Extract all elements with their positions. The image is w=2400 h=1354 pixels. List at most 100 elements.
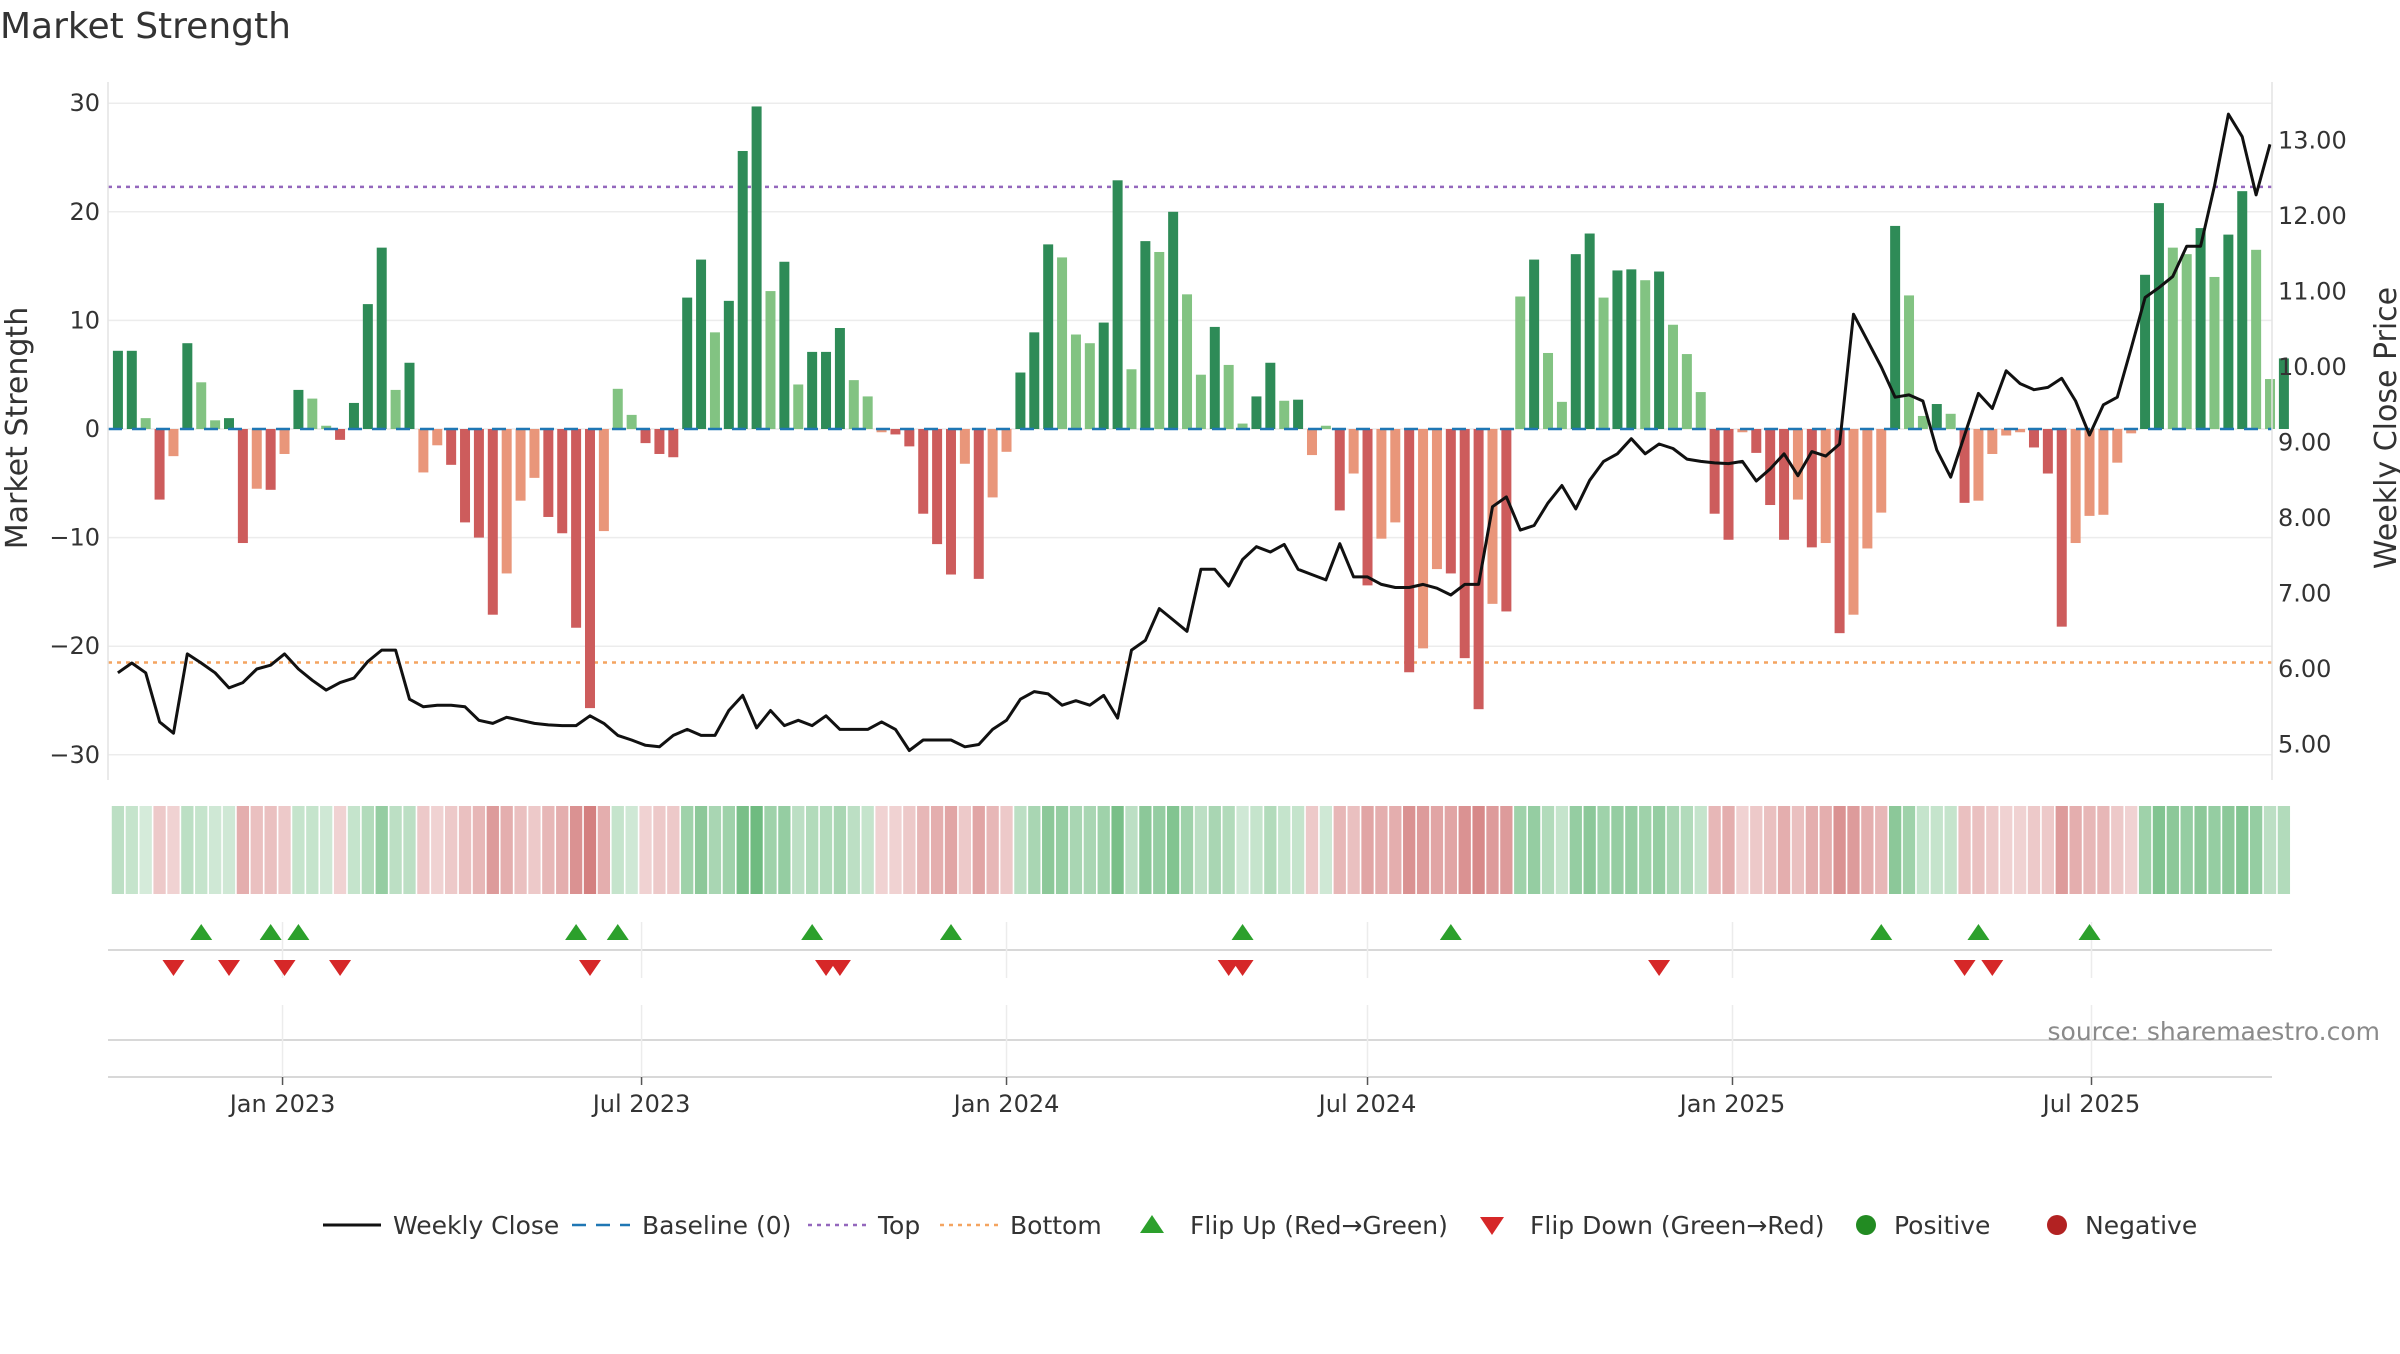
strength-bar [932,429,943,545]
strength-bar [1223,364,1234,429]
strength-bar [487,429,498,615]
strength-bar [1501,429,1512,612]
x-tick-label: Jan 2024 [952,1090,1060,1118]
strip-cell [1541,806,1555,894]
strength-bar [1348,429,1359,474]
strip-cell [1736,806,1749,894]
legend-entry: Bottom [940,1211,1102,1240]
strength-bar [1473,429,1484,710]
strength-bar [945,429,956,575]
strip-cell [111,806,125,894]
strip-cell [1236,806,1249,894]
strip-cell [2013,806,2027,894]
strip-cell [1902,806,1916,894]
x-tick-label: Jul 2025 [2041,1090,2141,1118]
strip-cell [2166,806,2179,894]
strength-bar [1917,415,1928,429]
strip-cell [653,806,666,894]
strength-bar [834,328,845,429]
strip-cell [1208,806,1221,894]
strip-cell [445,806,458,894]
strip-cell [792,806,805,894]
strip-cell [972,806,985,894]
strength-bar [404,362,415,429]
strength-bar [1626,269,1637,429]
strength-bar [987,429,998,498]
y-tick-label: −30 [49,741,100,769]
strength-bar [1737,429,1748,433]
strength-bar [793,384,804,429]
strength-bar [682,297,693,429]
strip-cell [1694,806,1707,894]
strength-bar [709,332,720,429]
strip-cell [333,806,347,894]
strength-bar [557,429,568,534]
strip-cell [500,806,513,894]
strip-cell [1389,806,1402,894]
strip-cell [1403,806,1416,894]
strip-cell [1722,806,1735,894]
strength-bar [1529,259,1540,429]
strength-bar [1251,396,1262,429]
strip-cell [1375,806,1388,894]
strip-cell [1250,806,1263,894]
strength-bar [1168,211,1179,429]
y-tick-label: 0 [85,415,100,443]
strip-cell [583,806,597,894]
flip-down-marker [162,960,185,976]
strip-cell [458,806,472,894]
strip-cell [625,806,638,894]
strip-cell [1611,806,1624,894]
chart-title: Market Strength [0,6,291,47]
strength-bar [1320,425,1331,429]
strength-bar [1001,429,1012,452]
axis-layer: −30 −20 −10 0 10 20 30 5.00 6.00 7.00 8.00 9.00 10.0… [49,82,2347,780]
strip-cell [1764,806,1777,894]
strip-cell [736,806,749,894]
strip-cell [2277,806,2291,894]
y2-tick-label: 9.00 [2278,429,2331,457]
strip-cell [1458,806,1471,894]
strip-cell [944,806,958,894]
flip-up-marker [1439,924,1462,940]
y2-tick-label: 6.00 [2278,655,2331,683]
strength-bar [182,343,193,429]
strength-bar [2167,247,2178,429]
y-tick-label: 20 [69,198,100,226]
strength-bar [515,429,526,501]
strength-bar [571,429,582,628]
strip-cell [1472,806,1485,894]
strip-cell [278,806,291,894]
strip-cell [1486,806,1499,894]
strength-bar [1515,296,1526,429]
strip-cell [208,806,222,894]
strip-cell [1708,806,1721,894]
strength-bar [876,429,887,433]
strip-cell [375,806,388,894]
strength-bar [1404,429,1415,673]
strength-bar [1112,180,1123,429]
strength-bar [904,429,915,447]
strength-bar [362,304,373,429]
strength-bar [959,429,970,464]
x-tick-label: Jan 2025 [1678,1090,1786,1118]
legend-entry: Top [808,1211,920,1240]
flip-up-marker [2078,924,2101,940]
strip-cell [1930,806,1943,894]
strip-cell [1680,806,1694,894]
strip-cell [2069,806,2082,894]
strength-bar [1598,297,1609,429]
strength-bar [1418,429,1429,649]
strength-bar [1806,429,1817,548]
strip-cell [556,806,569,894]
strength-bar [1667,324,1678,429]
lower-panel [108,1005,2272,1078]
legend-entry: Flip Up (Red→Green) [1140,1211,1448,1240]
strip-cell [1819,806,1832,894]
strip-cell [2222,806,2235,894]
strength-bar [2223,234,2234,429]
strength-bar [1695,392,1706,429]
strip-cell [2041,806,2055,894]
strip-cell [847,806,860,894]
strength-bar [779,261,790,429]
